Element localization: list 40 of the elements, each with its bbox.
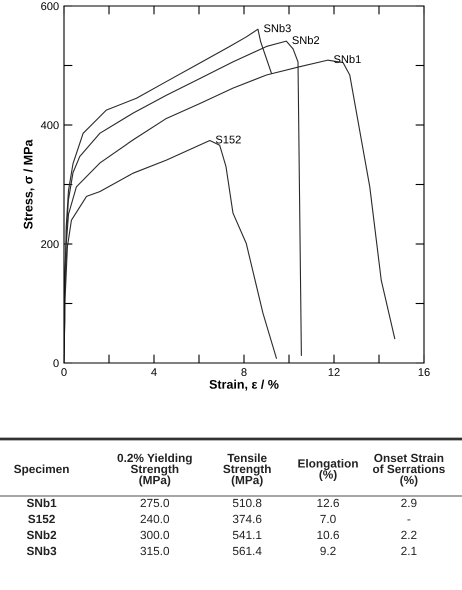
x-tick-label: 12 bbox=[328, 368, 340, 376]
text: S152 bbox=[28, 514, 55, 524]
text: Onset Strain of Serrations (%) bbox=[372, 453, 445, 487]
y-tick-label: 200 bbox=[41, 240, 59, 248]
text: 0.2% Yielding Strength (MPa) bbox=[118, 453, 192, 487]
x-axis-title: Strain, ε / % bbox=[209, 380, 279, 391]
text: 2.2 bbox=[401, 530, 416, 540]
text: 561.4 bbox=[232, 546, 262, 556]
text: 9.2 bbox=[320, 546, 336, 556]
y-tick-label: 600 bbox=[41, 2, 59, 10]
text: 374.6 bbox=[232, 514, 262, 524]
text: SNb2 bbox=[26, 530, 56, 540]
series-label: SNb1 bbox=[334, 54, 361, 64]
text: Tensile Strength (MPa) bbox=[223, 453, 271, 487]
text: 2.9 bbox=[401, 498, 417, 508]
text: 510.8 bbox=[232, 498, 262, 508]
x-tick-label: 4 bbox=[151, 368, 157, 376]
y-tick-label: 0 bbox=[53, 359, 59, 368]
text: Specimen bbox=[14, 464, 69, 476]
x-tick-label: 0 bbox=[61, 368, 67, 376]
text: 2.1 bbox=[401, 546, 416, 556]
text: 12.6 bbox=[317, 498, 339, 508]
text: 275.0 bbox=[140, 498, 170, 508]
x-tick-label: 16 bbox=[418, 368, 430, 376]
series-label: SNb2 bbox=[292, 36, 320, 44]
text: Elongation (%) bbox=[298, 458, 358, 482]
series-label: SNb3 bbox=[264, 24, 291, 32]
text: 315.0 bbox=[140, 546, 170, 556]
text: SNb1 bbox=[26, 498, 56, 508]
y-tick-label: 400 bbox=[40, 121, 59, 130]
text: SNb3 bbox=[26, 546, 56, 556]
text: 10.6 bbox=[317, 530, 339, 540]
text: 541.1 bbox=[232, 530, 262, 540]
series-label: S152 bbox=[216, 136, 241, 144]
text: - bbox=[407, 519, 410, 520]
text: 7.0 bbox=[320, 514, 336, 524]
text: 300.0 bbox=[140, 530, 170, 540]
y-axis-title: Stress, σ / MPa bbox=[23, 140, 34, 230]
x-tick-label: 8 bbox=[241, 368, 247, 376]
text: 240.0 bbox=[140, 514, 170, 524]
